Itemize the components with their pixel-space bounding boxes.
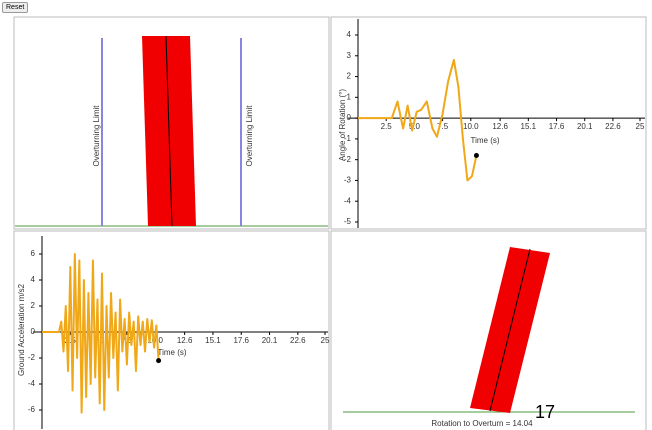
y-tick-label: 4: [31, 275, 36, 284]
y-tick-label: -4: [28, 379, 36, 388]
y-tick-label: -4: [344, 196, 352, 205]
x-tick-label: 7.5: [437, 122, 449, 131]
x-axis-title: Time (s): [157, 348, 186, 357]
x-tick-label: 22.6: [290, 336, 306, 345]
y-tick-label: 4: [347, 30, 352, 39]
y-tick-label: 2: [347, 72, 352, 81]
y-tick-label: 0: [31, 327, 36, 336]
y-tick-label: 6: [31, 249, 36, 258]
x-tick-label: 12.6: [177, 336, 193, 345]
x-tick-label: 22.6: [605, 122, 621, 131]
x-tick-label: 25: [321, 336, 330, 345]
y-tick-label: 3: [347, 51, 352, 60]
panel: [13, 230, 330, 430]
y-tick-label: -1: [344, 134, 352, 143]
current-point: [156, 358, 162, 364]
y-axis-title: Ground Acceleration m/s2: [17, 283, 26, 376]
x-tick-label: 20.1: [577, 122, 593, 131]
block-axis: [489, 248, 531, 412]
x-tick-label: 15.1: [205, 336, 221, 345]
y-tick-label: -2: [28, 353, 36, 362]
y-tick-label: 2: [31, 301, 36, 310]
x-axis-title: Time (s): [470, 136, 499, 145]
limit-label: Overturning Limit: [92, 105, 101, 167]
y-tick-label: 0: [347, 113, 352, 122]
line: [358, 58, 478, 182]
y-tick-label: -5: [344, 217, 352, 226]
x-tick-label: 2.5: [381, 122, 393, 131]
y-tick-label: -6: [28, 405, 36, 414]
limit-label: Overturning Limit: [245, 105, 254, 167]
current-point: [473, 153, 479, 159]
y-tick-label: 1: [347, 92, 352, 101]
panel: [13, 16, 330, 230]
x-tick-label: 25: [636, 122, 645, 131]
y-axis-title: Angle of Rotation (°): [338, 89, 347, 161]
x-tick-label: 17.6: [233, 336, 249, 345]
x-tick-label: 17.6: [549, 122, 565, 131]
y-tick-label: -2: [344, 155, 352, 164]
panel: [330, 230, 647, 430]
x-tick-label: 12.6: [492, 122, 508, 131]
x-tick-label: 15.1: [521, 122, 537, 131]
x-tick-label: 10.0: [463, 122, 479, 131]
y-tick-label: -3: [344, 176, 352, 185]
panel: [330, 16, 647, 230]
x-tick-label: 20.1: [262, 336, 278, 345]
block-axis: [165, 35, 173, 227]
counter: 17: [535, 402, 555, 422]
rotation-label: Rotation to Overturn = 14.04: [431, 419, 533, 428]
reset-button[interactable]: Reset: [2, 2, 29, 13]
line: [42, 253, 160, 414]
x-tick-label: 2.5: [65, 336, 77, 345]
x-tick-label: 5.0: [409, 122, 421, 131]
